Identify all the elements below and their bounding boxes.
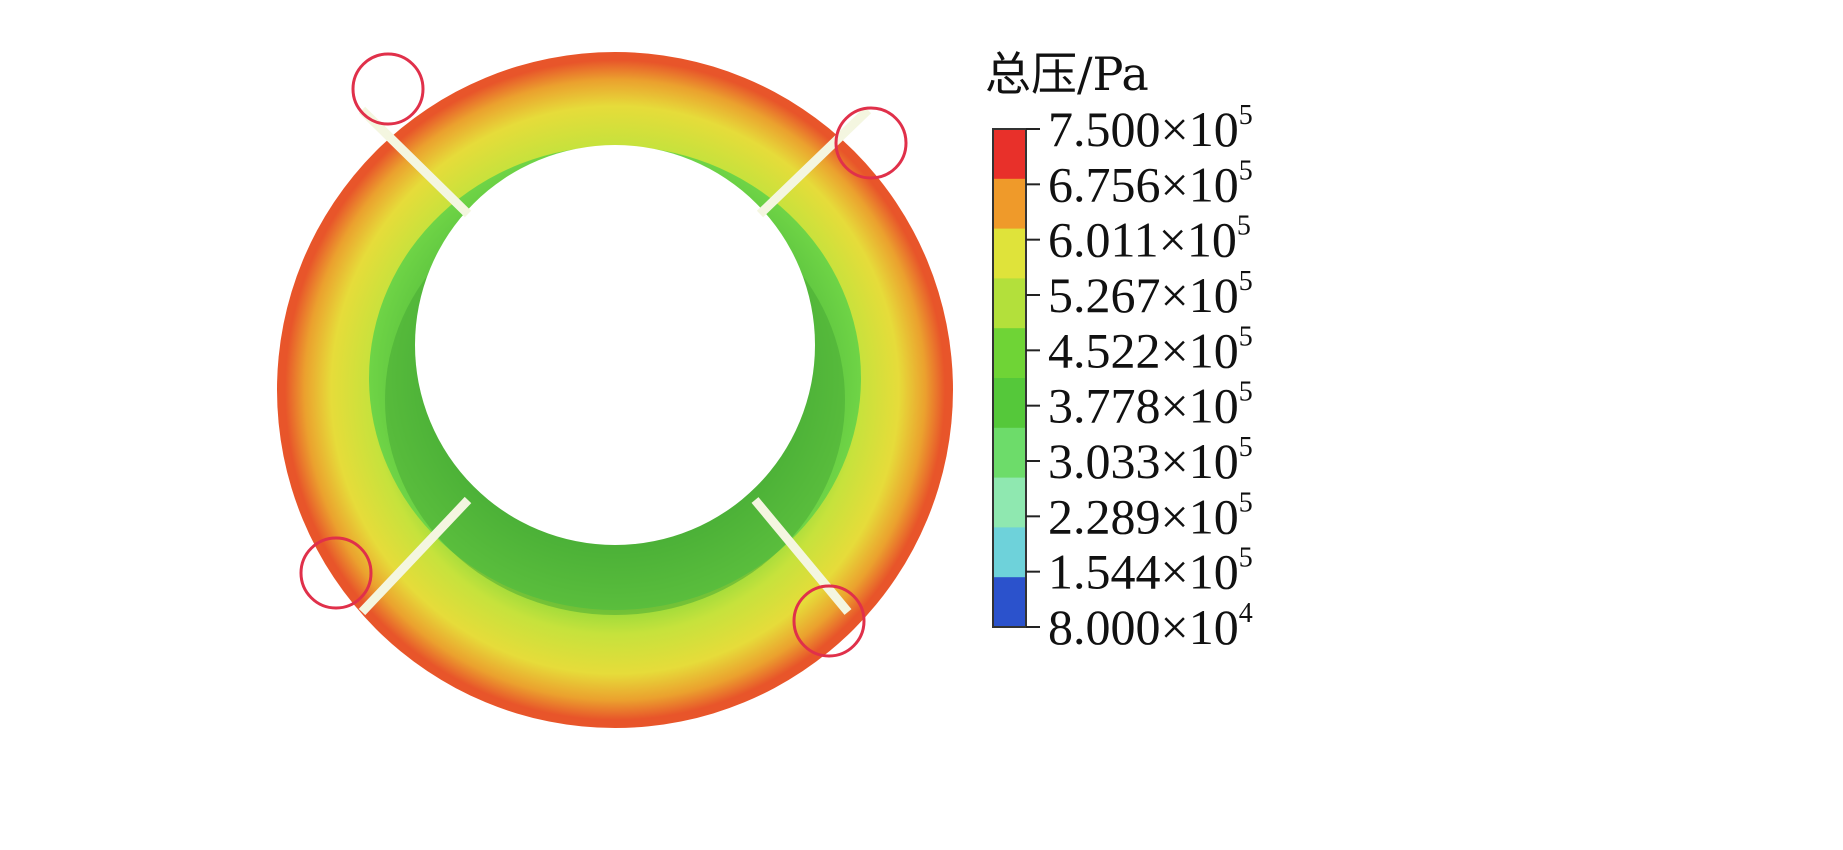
annulus-contour	[277, 52, 953, 728]
legend-band	[993, 328, 1026, 379]
legend-band	[993, 228, 1026, 279]
highlight-circle-top-left	[351, 52, 425, 126]
legend-tick-label: 6.011×105	[1048, 211, 1251, 268]
legend-tick-label: 5.267×105	[1048, 266, 1253, 323]
legend-band	[993, 129, 1026, 180]
legend-ticks: 7.500×1056.756×1056.011×1055.267×1054.52…	[1026, 100, 1253, 655]
legend-tick-label: 2.289×105	[1048, 487, 1253, 544]
legend-band	[993, 527, 1026, 578]
highlight-markers	[299, 52, 908, 658]
strut-bottom-left	[358, 496, 472, 616]
legend-tick-label: 3.033×105	[1048, 432, 1253, 489]
legend-colorbar-border	[992, 128, 1027, 628]
legend-tick-label: 7.500×105	[1048, 100, 1253, 157]
strut-bottom-right	[751, 497, 852, 615]
highlight-circle-top-right	[834, 106, 908, 180]
legend-band	[993, 577, 1026, 628]
legend-band	[993, 378, 1026, 429]
legend-band	[993, 278, 1026, 329]
legend-tick-label: 8.000×104	[1048, 598, 1253, 655]
highlight-circle-bottom-left	[299, 536, 373, 610]
strut-top-left	[358, 106, 472, 218]
legend: 总压/Pa 7.500×1056.756×1056.011×1055.267×1…	[985, 47, 1253, 655]
legend-tick-label: 4.522×105	[1048, 321, 1253, 378]
legend-band	[993, 427, 1026, 479]
highlight-circle-bottom-right	[792, 584, 866, 658]
legend-tick-label: 6.756×105	[1048, 155, 1253, 212]
center-hole	[415, 145, 815, 545]
legend-tick-label: 1.544×105	[1048, 543, 1253, 600]
legend-band	[993, 477, 1026, 528]
strut-top-right	[756, 106, 872, 218]
legend-title: 总压/Pa	[985, 47, 1149, 101]
legend-tick-label: 3.778×105	[1048, 377, 1253, 434]
legend-colorbar	[993, 129, 1026, 628]
legend-band	[993, 178, 1026, 230]
